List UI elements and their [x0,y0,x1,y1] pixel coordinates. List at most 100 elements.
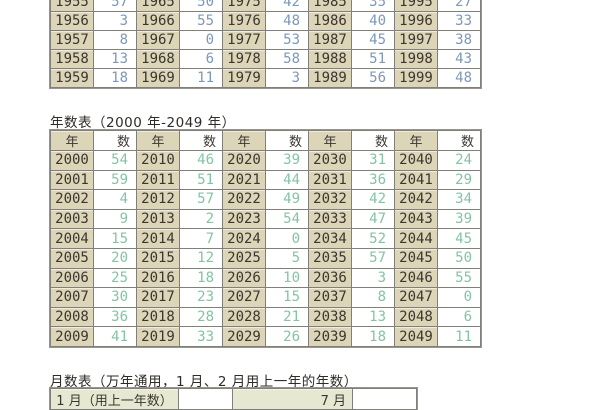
year-cell: 1976 [222,11,266,31]
table-row: 2002 4 2012 57 2022 49 2032 42 2042 34 [50,189,481,210]
year-cell: 1958 [50,49,94,69]
table-row: 1959 18 1969 11 1979 3 1989 56 1999 48 [50,68,481,88]
number-cell: 58 [265,49,309,69]
table-row: 1956 3 1966 55 1976 48 1986 40 1996 33 [50,11,481,31]
year-number-table-1955-1999: 1955 57 1965 50 1975 42 1985 35 1995 27 1956 3 1966 5… [50,0,481,88]
number-cell: 45 [437,228,481,249]
year-cell: 2015 [136,247,180,269]
number-cell: 55 [437,267,481,289]
number-cell: 57 [351,247,395,269]
year-cell: 7 月 [232,388,353,410]
number-cell: 51 [179,169,223,191]
number-cell: 36 [93,306,137,328]
year-cell: 2022 [222,189,266,210]
number-cell: 5 [265,247,309,269]
year-cell: 2040 [394,150,438,171]
number-cell: 18 [93,68,137,88]
number-cell: 31 [351,150,395,171]
number-cell: 29 [437,169,481,191]
number-cell [352,388,417,410]
year-cell: 1996 [394,11,438,31]
number-cell: 46 [179,150,223,171]
col-header-number: 数 [265,130,309,151]
year-cell: 2000 [50,150,94,171]
year-cell: 2041 [394,169,438,191]
year-cell: 1988 [308,49,352,69]
year-cell: 2011 [136,169,180,191]
year-cell: 1967 [136,30,180,50]
col-header-number: 数 [437,130,481,151]
number-cell: 25 [93,267,137,289]
year-cell: 2004 [50,228,94,249]
year-cell: 1999 [394,68,438,88]
number-cell: 11 [437,326,481,347]
year-cell: 2026 [222,267,266,289]
almanac-year-number-page: 1955 57 1965 50 1975 42 1985 35 1995 27 1956 3 1966 5… [50,0,481,410]
number-cell: 45 [351,30,395,50]
year-cell: 2029 [222,326,266,347]
year-cell: 2037 [308,287,352,308]
number-cell: 50 [437,247,481,269]
number-cell: 42 [265,0,309,12]
col-header-number: 数 [351,130,395,151]
year-cell: 1979 [222,68,266,88]
year-cell: 1997 [394,30,438,50]
year-cell: 2018 [136,306,180,328]
table-row: 2009 41 2019 33 2029 26 2039 18 2049 11 [50,326,481,347]
year-cell: 2023 [222,208,266,230]
year-cell: 1957 [50,30,94,50]
year-cell: 1 月（用上一年数） [50,388,179,410]
number-cell: 57 [93,0,137,12]
number-cell: 11 [179,68,223,88]
year-cell: 2038 [308,306,352,328]
table-row: 1958 13 1968 6 1978 58 1988 51 1998 43 [50,49,481,69]
section-title-month-table: 月数表（万年通用，1 月、2 月用上一年的年数） [50,374,358,390]
table-row: 1 月（用上一年数） 7 月 [50,388,417,410]
number-cell: 50 [179,0,223,12]
year-cell: 1977 [222,30,266,50]
number-cell: 0 [179,30,223,50]
year-cell: 2044 [394,228,438,249]
table-row: 2005 20 2015 12 2025 5 2035 57 2045 50 [50,247,481,269]
year-cell: 2002 [50,189,94,210]
number-cell: 24 [437,150,481,171]
year-cell: 2030 [308,150,352,171]
year-cell: 1986 [308,11,352,31]
year-cell: 2027 [222,287,266,308]
year-cell: 2039 [308,326,352,347]
number-cell: 8 [351,287,395,308]
number-cell: 34 [437,189,481,210]
number-cell: 36 [351,169,395,191]
table-row: 2003 9 2013 2 2023 54 2033 47 2043 39 [50,208,481,230]
year-cell: 1959 [50,68,94,88]
col-header-year: 年 [308,130,352,151]
year-cell: 2021 [222,169,266,191]
number-cell: 39 [437,208,481,230]
number-cell: 44 [265,169,309,191]
number-cell: 28 [179,306,223,328]
number-cell: 48 [437,68,481,88]
year-cell: 2014 [136,228,180,249]
year-cell: 1995 [394,0,438,12]
number-cell: 18 [179,267,223,289]
year-cell: 2017 [136,287,180,308]
year-cell: 1987 [308,30,352,50]
number-cell: 15 [265,287,309,308]
number-cell: 39 [265,150,309,171]
year-cell: 2005 [50,247,94,269]
table-row: 2006 25 2016 18 2026 10 2036 3 2046 55 [50,267,481,289]
number-cell: 0 [265,228,309,249]
number-cell [178,388,233,410]
year-cell: 2024 [222,228,266,249]
year-cell: 1955 [50,0,94,12]
year-cell: 2020 [222,150,266,171]
year-cell: 2003 [50,208,94,230]
number-cell: 49 [265,189,309,210]
number-cell: 27 [437,0,481,12]
number-cell: 4 [93,189,137,210]
number-cell: 52 [351,228,395,249]
month-number-table: 1 月（用上一年数） 7 月 [50,388,417,410]
year-cell: 2042 [394,189,438,210]
number-cell: 40 [351,11,395,31]
col-header-year: 年 [136,130,180,151]
